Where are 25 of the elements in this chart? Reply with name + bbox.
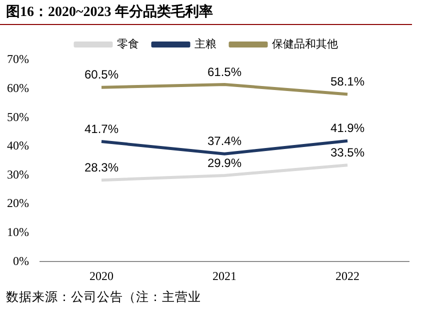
- x-tick-label: 2021: [212, 268, 236, 283]
- y-tick-label: 20%: [6, 196, 29, 210]
- y-tick-label: 60%: [6, 80, 29, 95]
- x-tick-label: 2022: [336, 268, 360, 283]
- legend-label: 保健品和其他: [272, 38, 338, 51]
- chart-title: 图16：2020~2023 年分品类毛利率: [0, 0, 412, 25]
- y-tick-label: 40%: [6, 138, 29, 153]
- data-label: 37.4%: [207, 134, 242, 148]
- y-tick-label: 0%: [12, 254, 29, 268]
- data-label: 28.3%: [84, 160, 119, 174]
- data-label: 60.5%: [84, 68, 119, 82]
- y-tick-label: 50%: [6, 110, 29, 124]
- source-note: 数据来源：公司公告（注：主营业: [5, 289, 202, 306]
- y-tick-label: 30%: [6, 167, 29, 182]
- legend-label: 零食: [116, 38, 139, 51]
- data-label: 29.9%: [207, 156, 242, 170]
- data-label: 33.5%: [330, 145, 365, 160]
- data-label: 58.1%: [330, 74, 365, 89]
- data-label: 41.9%: [330, 121, 365, 136]
- data-label: 61.5%: [207, 64, 242, 79]
- x-tick-label: 2020: [89, 268, 114, 283]
- y-tick-label: 10%: [6, 224, 29, 239]
- data-label: 41.7%: [84, 122, 119, 136]
- y-tick-label: 70%: [6, 52, 29, 66]
- legend-label: 主粮: [194, 38, 216, 51]
